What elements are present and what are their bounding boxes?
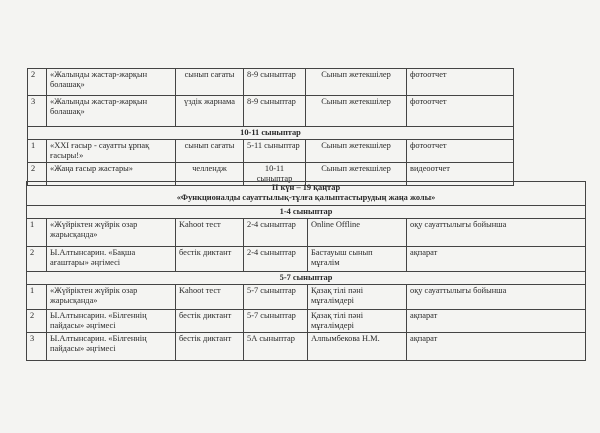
report-cell: фотоотчет [406, 68, 514, 96]
grades-cell: 5-7 сыныптар [243, 284, 308, 310]
row-number-cell: 2 [26, 309, 47, 333]
format-cell: үздік жарнама [175, 95, 244, 127]
report-cell: ақпарат [405, 309, 587, 333]
report-cell: оқу сауаттылығы бойынша [405, 218, 587, 247]
table-row: 2 Ы.Алтынсарин. «Білгеннің пайдасы» әңгім… [26, 309, 587, 333]
event-title-cell: «Жүйріктен жүйрік озар жарысқанда» [46, 284, 176, 310]
row-number-cell: 3 [26, 332, 47, 361]
event-title-cell: Ы.Алтынсарин. «Бақша ағаштары» әңгімесі [46, 246, 176, 272]
section-header: II күн – 19 қаңтар «Функционалды сауаттыл… [25, 181, 587, 206]
event-title-cell: «Жалынды жастар-жарқын болашақ» [46, 95, 176, 127]
responsible-cell: Сынып жетекшілер [305, 139, 407, 163]
report-cell: фотоотчет [406, 95, 514, 127]
row-number-cell: 2 [26, 246, 47, 272]
row-number-cell: 1 [26, 218, 47, 247]
format-cell: сынып сағаты [175, 68, 244, 96]
event-title-cell: «Жүйріктен жүйрік озар жарысқанда» [46, 218, 176, 247]
event-title-cell: «XXI ғасыр - сауатты ұрпақ ғасыры!» [46, 139, 176, 163]
format-cell: бестік диктант [175, 309, 244, 333]
section-header: 1-4 сыныптар [25, 205, 587, 219]
row-number-cell: 1 [27, 139, 47, 163]
section-header-line: 5-7 сыныптар [279, 273, 333, 282]
report-cell: ақпарат [405, 246, 587, 272]
grades-cell: 8-9 сыныптар [243, 68, 306, 96]
table-row: 3 Ы.Алтынсарин. «Білгеннің пайдасы» әңгім… [26, 332, 587, 361]
section-header-row: 1-4 сыныптар [25, 205, 587, 219]
section-header-line: «Функционалды сауаттылық-тұлға қалыптаст… [176, 193, 436, 202]
section-header-line: 1-4 сыныптар [279, 207, 333, 216]
row-number-cell: 1 [26, 284, 47, 310]
report-cell: фотоотчет [406, 139, 514, 163]
format-cell: сынып сағаты [175, 139, 244, 163]
grades-cell: 2-4 сыныптар [243, 246, 308, 272]
grades-cell: 5-11 сыныптар [243, 139, 306, 163]
schedule-table-top: 2 «Жалынды жастар-жарқын болашақ» сынып са… [27, 68, 514, 186]
report-cell: ақпарат [405, 332, 587, 361]
section-header-line: 10-11 сыныптар [240, 128, 301, 137]
responsible-cell: Қазақ тілі пәні мұғалімдері [307, 284, 407, 310]
event-title-cell: «Жалынды жастар-жарқын болашақ» [46, 68, 176, 96]
event-title-cell: Ы.Алтынсарин. «Білгеннің пайдасы» әңгіме… [46, 309, 176, 333]
row-number-cell: 2 [27, 68, 47, 96]
table-row: 3 «Жалынды жастар-жарқын болашақ» үздік жа… [27, 95, 514, 127]
section-header: 5-7 сыныптар [25, 271, 587, 285]
table-row: 1 «Жүйріктен жүйрік озар жарысқанда» Kahoo… [26, 284, 587, 310]
responsible-cell: Қазақ тілі пәні мұғалімдері [307, 309, 407, 333]
report-cell: оқу сауаттылығы бойынша [405, 284, 587, 310]
table-row: 1 «XXI ғасыр - сауатты ұрпақ ғасыры!» сыны… [27, 139, 514, 163]
event-title-cell: Ы.Алтынсарин. «Білгеннің пайдасы» әңгіме… [46, 332, 176, 361]
responsible-cell: Online Offline [307, 218, 407, 247]
section-header-row: 5-7 сыныптар [25, 271, 587, 285]
section-header-row: 10-11 сыныптар [27, 126, 514, 140]
responsible-cell: Сынып жетекшілер [305, 95, 407, 127]
responsible-cell: Сынып жетекшілер [305, 68, 407, 96]
format-cell: Kahoot тест [175, 218, 244, 247]
grades-cell: 8-9 сыныптар [243, 95, 306, 127]
format-cell: бестік диктант [175, 332, 244, 361]
format-cell: Kahoot тест [175, 284, 244, 310]
grades-cell: 2-4 сыныптар [243, 218, 308, 247]
responsible-cell: Бастауыш сынып мұғалім [307, 246, 407, 272]
responsible-cell: Алпымбекова Н.М. [307, 332, 407, 361]
table-row: 1 «Жүйріктен жүйрік озар жарысқанда» Kahoo… [26, 218, 587, 247]
grades-cell: 5-7 сыныптар [243, 309, 308, 333]
table-row: 2 Ы.Алтынсарин. «Бақша ағаштары» әңгімесі… [26, 246, 587, 272]
section-header-row: II күн – 19 қаңтар «Функционалды сауаттыл… [25, 181, 587, 206]
section-header: 10-11 сыныптар [27, 126, 514, 140]
grades-cell: 5А сыныптар [243, 332, 308, 361]
section-header-line: II күн – 19 қаңтар [271, 183, 341, 192]
format-cell: бестік диктант [175, 246, 244, 272]
schedule-table-bottom: II күн – 19 қаңтар «Функционалды сауаттыл… [25, 181, 587, 361]
row-number-cell: 3 [27, 95, 47, 127]
table-row: 2 «Жалынды жастар-жарқын болашақ» сынып са… [27, 68, 514, 96]
